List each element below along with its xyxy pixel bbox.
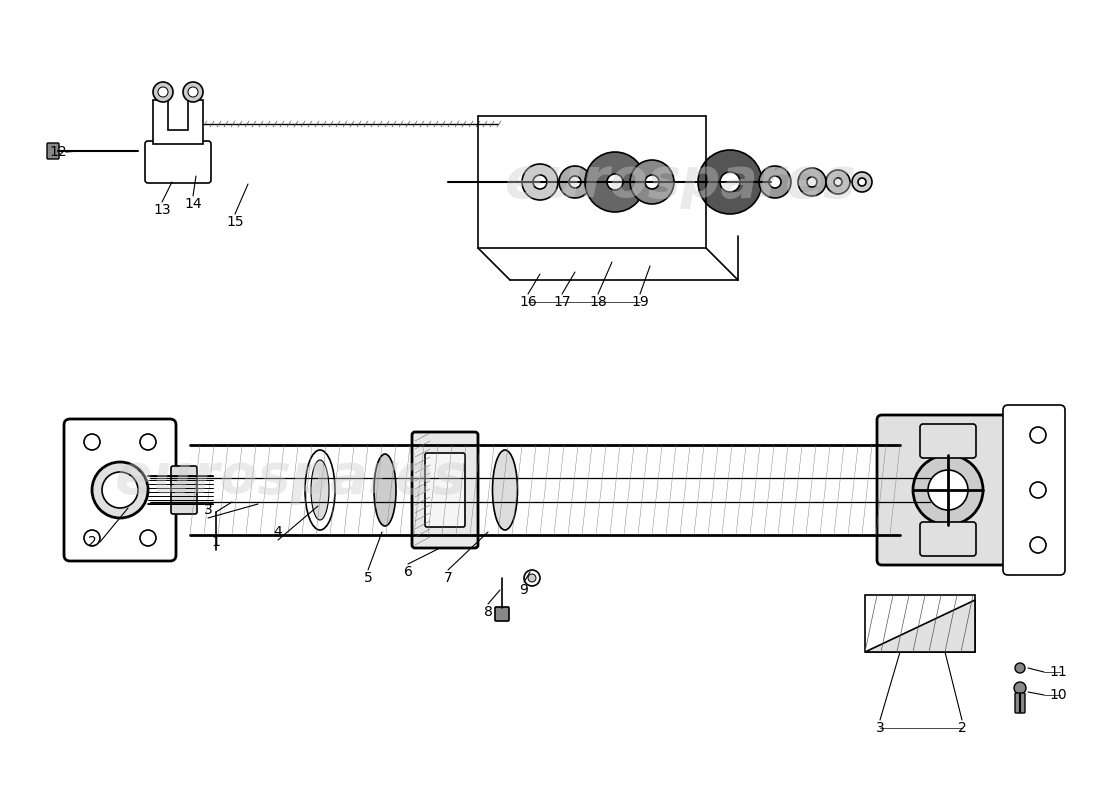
Circle shape	[140, 530, 156, 546]
FancyBboxPatch shape	[495, 607, 509, 621]
Circle shape	[826, 170, 850, 194]
Ellipse shape	[493, 450, 517, 530]
Circle shape	[140, 434, 156, 450]
Polygon shape	[865, 600, 975, 652]
Circle shape	[559, 166, 591, 198]
Text: 12: 12	[50, 145, 67, 159]
Circle shape	[1015, 663, 1025, 673]
FancyBboxPatch shape	[877, 415, 1015, 565]
Circle shape	[698, 150, 762, 214]
Circle shape	[607, 174, 623, 190]
Circle shape	[524, 570, 540, 586]
Circle shape	[585, 152, 645, 212]
Circle shape	[188, 87, 198, 97]
Circle shape	[522, 164, 558, 200]
Circle shape	[153, 82, 173, 102]
Ellipse shape	[305, 450, 336, 530]
Text: 4: 4	[274, 525, 283, 539]
Circle shape	[102, 472, 138, 508]
Text: 7: 7	[443, 571, 452, 585]
Text: 5: 5	[364, 571, 373, 585]
Circle shape	[158, 87, 168, 97]
Circle shape	[645, 175, 659, 189]
Circle shape	[798, 168, 826, 196]
Text: 6: 6	[404, 565, 412, 579]
Circle shape	[183, 82, 204, 102]
Text: 16: 16	[519, 295, 537, 309]
Circle shape	[807, 177, 817, 187]
Circle shape	[1030, 427, 1046, 443]
Text: 11: 11	[1049, 665, 1067, 679]
FancyBboxPatch shape	[1003, 405, 1065, 575]
Circle shape	[84, 434, 100, 450]
Circle shape	[1014, 682, 1026, 694]
FancyBboxPatch shape	[920, 522, 976, 556]
Text: 3: 3	[876, 721, 884, 735]
Circle shape	[852, 172, 872, 192]
Circle shape	[769, 176, 781, 188]
FancyBboxPatch shape	[47, 143, 59, 159]
FancyBboxPatch shape	[425, 453, 465, 527]
Text: eurospares: eurospares	[114, 451, 465, 505]
Circle shape	[759, 166, 791, 198]
FancyBboxPatch shape	[412, 432, 478, 548]
Circle shape	[630, 160, 674, 204]
Ellipse shape	[311, 460, 329, 520]
Text: 14: 14	[184, 197, 201, 211]
Text: 17: 17	[553, 295, 571, 309]
Text: 1: 1	[211, 535, 220, 549]
Circle shape	[858, 178, 866, 186]
Text: 19: 19	[631, 295, 649, 309]
FancyBboxPatch shape	[170, 466, 197, 514]
Text: 10: 10	[1049, 688, 1067, 702]
FancyBboxPatch shape	[1015, 693, 1025, 713]
Ellipse shape	[374, 454, 396, 526]
Circle shape	[928, 470, 968, 510]
Circle shape	[834, 178, 842, 186]
Circle shape	[528, 574, 536, 582]
FancyBboxPatch shape	[920, 424, 976, 458]
Text: 13: 13	[153, 203, 170, 217]
Polygon shape	[865, 595, 975, 652]
Text: 2: 2	[88, 535, 97, 549]
Circle shape	[92, 462, 148, 518]
Circle shape	[534, 175, 547, 189]
Text: 8: 8	[484, 605, 493, 619]
FancyBboxPatch shape	[145, 141, 211, 183]
Text: 15: 15	[227, 215, 244, 229]
Text: 18: 18	[590, 295, 607, 309]
FancyBboxPatch shape	[64, 419, 176, 561]
Circle shape	[569, 176, 581, 188]
Circle shape	[720, 172, 740, 192]
Text: 3: 3	[204, 503, 212, 517]
Text: 2: 2	[958, 721, 967, 735]
Circle shape	[913, 455, 983, 525]
Polygon shape	[153, 100, 204, 144]
Circle shape	[1030, 482, 1046, 498]
Text: 9: 9	[519, 583, 528, 597]
Circle shape	[1030, 537, 1046, 553]
Circle shape	[84, 530, 100, 546]
Text: eurospares: eurospares	[505, 155, 856, 209]
